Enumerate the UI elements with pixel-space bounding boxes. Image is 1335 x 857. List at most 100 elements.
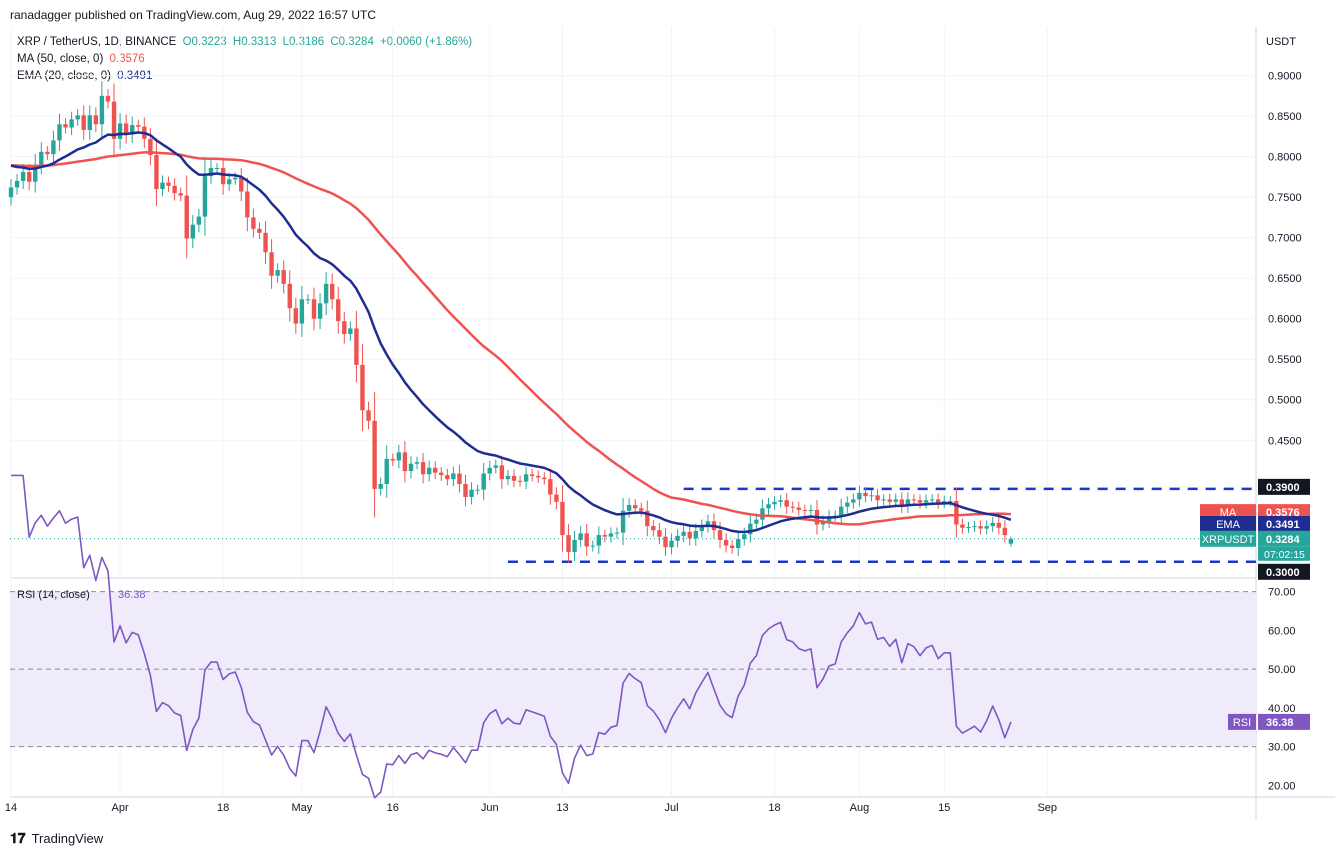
candle-body bbox=[893, 499, 898, 502]
candle-body bbox=[20, 172, 26, 181]
candle-body bbox=[784, 500, 789, 507]
candle-body bbox=[554, 494, 559, 502]
tradingview-logo-icon: 𝟏𝟕 bbox=[10, 830, 26, 846]
price-tag-xrpusdt-name: XRPUSDT bbox=[1202, 534, 1255, 546]
candle-body bbox=[657, 530, 662, 537]
time-tick-label: Aug bbox=[850, 802, 870, 814]
candle-body bbox=[857, 492, 862, 500]
candle-body bbox=[348, 328, 353, 335]
candle-body bbox=[336, 299, 341, 322]
candle-body bbox=[329, 283, 335, 300]
candle-body bbox=[875, 495, 880, 501]
candle-body bbox=[802, 509, 808, 511]
price-axis-currency: USDT bbox=[1266, 36, 1296, 48]
rsi-legend-value: 36.38 bbox=[118, 589, 146, 601]
candle-body bbox=[693, 531, 698, 539]
candle-body bbox=[760, 508, 765, 520]
candle-body bbox=[602, 535, 608, 537]
level-tag: 0.3000 bbox=[1258, 563, 1310, 580]
candle-body bbox=[354, 328, 359, 365]
price-tag-xrpusdt-box bbox=[1258, 530, 1310, 547]
symbol-name[interactable]: XRP / TetherUS, 1D, BINANCE bbox=[17, 36, 177, 48]
candle-body bbox=[826, 516, 832, 522]
candle-body bbox=[39, 151, 44, 165]
candle-body bbox=[748, 523, 753, 535]
tradingview-logo[interactable]: 𝟏𝟕 TradingView bbox=[10, 830, 103, 847]
rsi-legend-label: RSI (14, close) bbox=[17, 589, 90, 601]
candle-body bbox=[251, 217, 256, 229]
candle-body bbox=[14, 180, 20, 188]
candle-body bbox=[778, 500, 783, 502]
candle-body bbox=[130, 125, 135, 135]
candle-body bbox=[426, 467, 432, 475]
ohlc-high: H0.3313 bbox=[232, 36, 277, 48]
candle-body bbox=[839, 506, 844, 516]
candle-body bbox=[705, 521, 711, 527]
candle-body bbox=[845, 502, 850, 507]
candle-body bbox=[469, 489, 474, 497]
candle-body bbox=[366, 410, 371, 421]
candle-body bbox=[1008, 538, 1014, 544]
candle-body bbox=[245, 191, 250, 218]
candle-body bbox=[790, 506, 795, 508]
candle-body bbox=[196, 216, 202, 225]
ma-legend[interactable]: MA (50, close, 0) 0.3576 bbox=[17, 53, 148, 65]
candle-body bbox=[184, 195, 189, 239]
candle-body bbox=[911, 499, 917, 501]
candle-body bbox=[929, 499, 935, 501]
rsi-tick-label: 30.00 bbox=[1268, 742, 1296, 754]
ma-line bbox=[10, 151, 1011, 526]
candle-body bbox=[687, 531, 692, 539]
candle-body bbox=[887, 499, 892, 502]
price-tick-label: 0.6000 bbox=[1268, 314, 1302, 326]
rsi-tick-label: 70.00 bbox=[1268, 587, 1296, 599]
candle-body bbox=[948, 501, 953, 503]
candle-body bbox=[342, 321, 347, 335]
candle-body bbox=[323, 283, 329, 304]
candle-body bbox=[645, 510, 650, 527]
candle-body bbox=[820, 521, 826, 525]
time-tick-label: Jun bbox=[481, 802, 499, 814]
candle-body bbox=[402, 452, 408, 472]
candle-body bbox=[317, 303, 323, 319]
candle-body bbox=[99, 95, 105, 125]
countdown-box bbox=[1258, 546, 1310, 561]
candle-body bbox=[905, 499, 911, 506]
candle-body bbox=[960, 524, 965, 528]
candle-body bbox=[160, 182, 165, 190]
time-tick-label: 18 bbox=[768, 802, 780, 814]
candle-body bbox=[396, 452, 402, 461]
candle-body bbox=[305, 299, 311, 301]
candle-body bbox=[560, 501, 565, 536]
candle-body bbox=[966, 526, 971, 528]
level-tag-box bbox=[1258, 563, 1310, 580]
tradingview-logo-text: TradingView bbox=[31, 831, 104, 846]
price-tick-label: 0.9000 bbox=[1268, 71, 1302, 83]
candle-body bbox=[808, 509, 814, 511]
candle-body bbox=[154, 155, 159, 190]
candle-body bbox=[311, 299, 317, 319]
candle-body bbox=[475, 489, 480, 491]
price-tag-xrpusdt-name-box bbox=[1200, 530, 1256, 547]
candle-body bbox=[136, 125, 141, 127]
candle-body bbox=[45, 151, 50, 155]
candle-body bbox=[596, 535, 602, 546]
price-tick-label: 0.8000 bbox=[1268, 152, 1302, 164]
candle-body bbox=[663, 536, 668, 548]
ema-line bbox=[10, 131, 1012, 534]
candle-body bbox=[33, 164, 38, 182]
candle-body bbox=[529, 474, 535, 476]
candle-body bbox=[505, 475, 511, 480]
price-tag-ema-box bbox=[1258, 516, 1310, 533]
price-tag-xrpusdt-value: 0.3284 bbox=[1266, 534, 1301, 546]
rsi-tick-label: 60.00 bbox=[1268, 625, 1296, 637]
candle-body bbox=[493, 465, 498, 468]
candle-body bbox=[208, 167, 214, 177]
publisher-line: ranadagger published on TradingView.com,… bbox=[10, 8, 377, 22]
candle-body bbox=[414, 462, 420, 464]
candle-body bbox=[123, 123, 129, 135]
candle-body bbox=[63, 124, 68, 128]
price-tick-label: 0.5500 bbox=[1268, 354, 1302, 366]
candle-body bbox=[220, 167, 226, 185]
